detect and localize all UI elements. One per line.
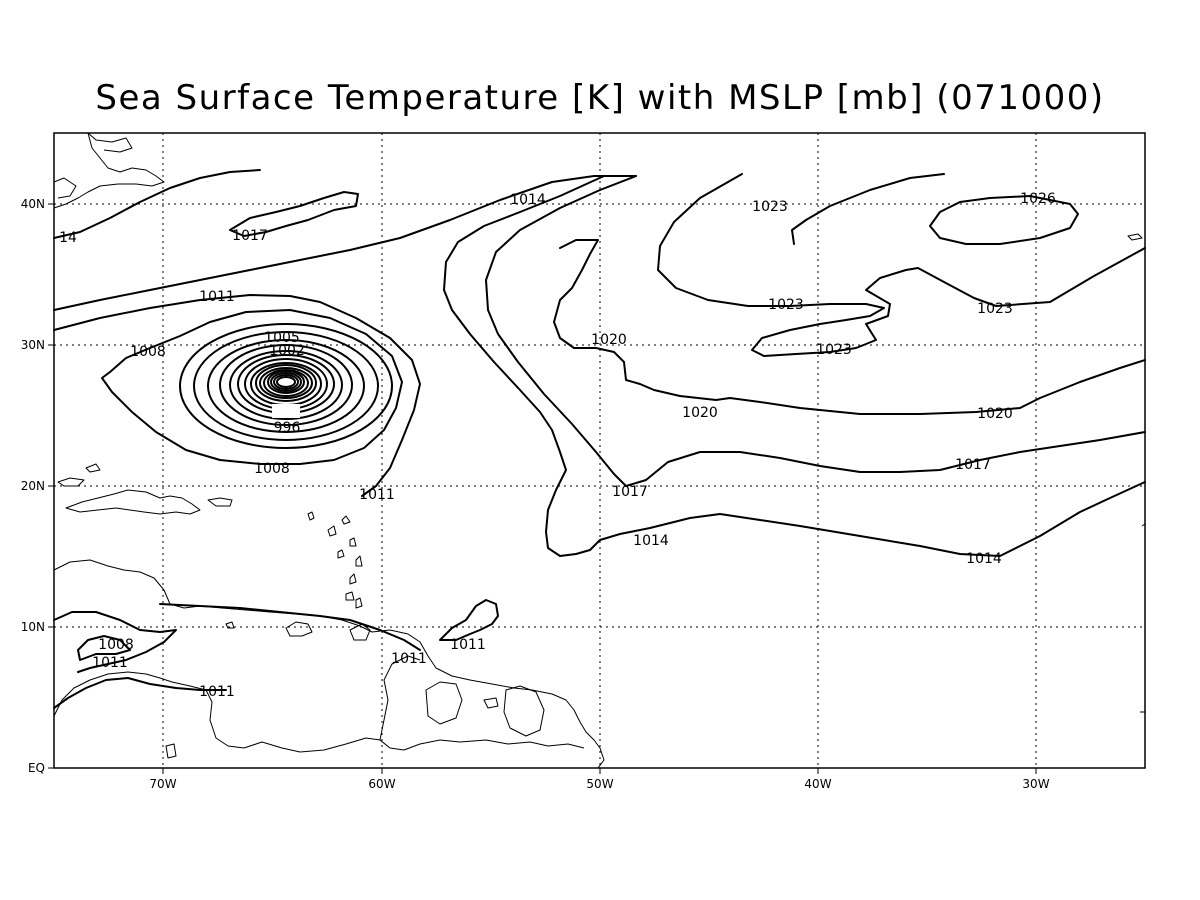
isobars	[53, 169, 1146, 709]
lat-tick-label: EQ	[28, 761, 45, 775]
lon-tick-label: 50W	[586, 777, 613, 791]
contour-label: 1020	[591, 332, 627, 348]
contour-label: 1002	[269, 343, 305, 359]
graticule	[54, 133, 1145, 768]
contour-label: 1023	[752, 199, 788, 215]
eye-label-patch	[272, 404, 300, 418]
contour-label: 1008	[130, 344, 166, 360]
lat-tick-label: 10N	[21, 620, 45, 634]
contour-label: 1023	[816, 342, 852, 358]
contour-label: 1008	[254, 461, 290, 477]
coastlines	[53, 132, 1146, 769]
contour-label: 1008	[98, 637, 134, 653]
lat-tick-label: 40N	[21, 197, 45, 211]
contour-label: 1020	[682, 405, 718, 421]
contour-label: 1011	[199, 289, 235, 305]
contour-label: 1011	[199, 684, 235, 700]
map-frame	[53, 132, 1146, 769]
map-title: Sea Surface Temperature [K] with MSLP [m…	[95, 78, 1105, 118]
contour-label: 1020	[977, 406, 1013, 422]
contour-label: 1014	[966, 551, 1002, 567]
contour-label: 1014	[510, 192, 546, 208]
lon-tick-label: 30W	[1022, 777, 1049, 791]
contour-label: 14	[59, 230, 77, 246]
contour-label: 1017	[232, 228, 268, 244]
contour-label: 1017	[612, 484, 648, 500]
lon-tick-label: 60W	[368, 777, 395, 791]
contour-label: 1023	[768, 297, 804, 313]
contour-label: 1011	[391, 651, 427, 667]
contour-label: 1026	[1020, 191, 1056, 207]
contour-label: 1011	[92, 655, 128, 671]
lat-tick-label: 30N	[21, 338, 45, 352]
contour-label: 1017	[955, 457, 991, 473]
contour-label: 1011	[450, 637, 486, 653]
lat-tick-label: 20N	[21, 479, 45, 493]
contour-label: 1011	[359, 487, 395, 503]
contour-labels: 14 1017 1014 1023 1026 1011 1008 1005 10…	[59, 191, 1056, 700]
contour-label: 1005	[264, 330, 300, 346]
lon-tick-label: 70W	[149, 777, 176, 791]
tick-marks	[48, 203, 1037, 774]
contour-label: 1023	[977, 301, 1013, 317]
contour-label: 996	[274, 420, 301, 436]
contour-label: 1014	[633, 533, 669, 549]
lon-tick-label: 40W	[804, 777, 831, 791]
